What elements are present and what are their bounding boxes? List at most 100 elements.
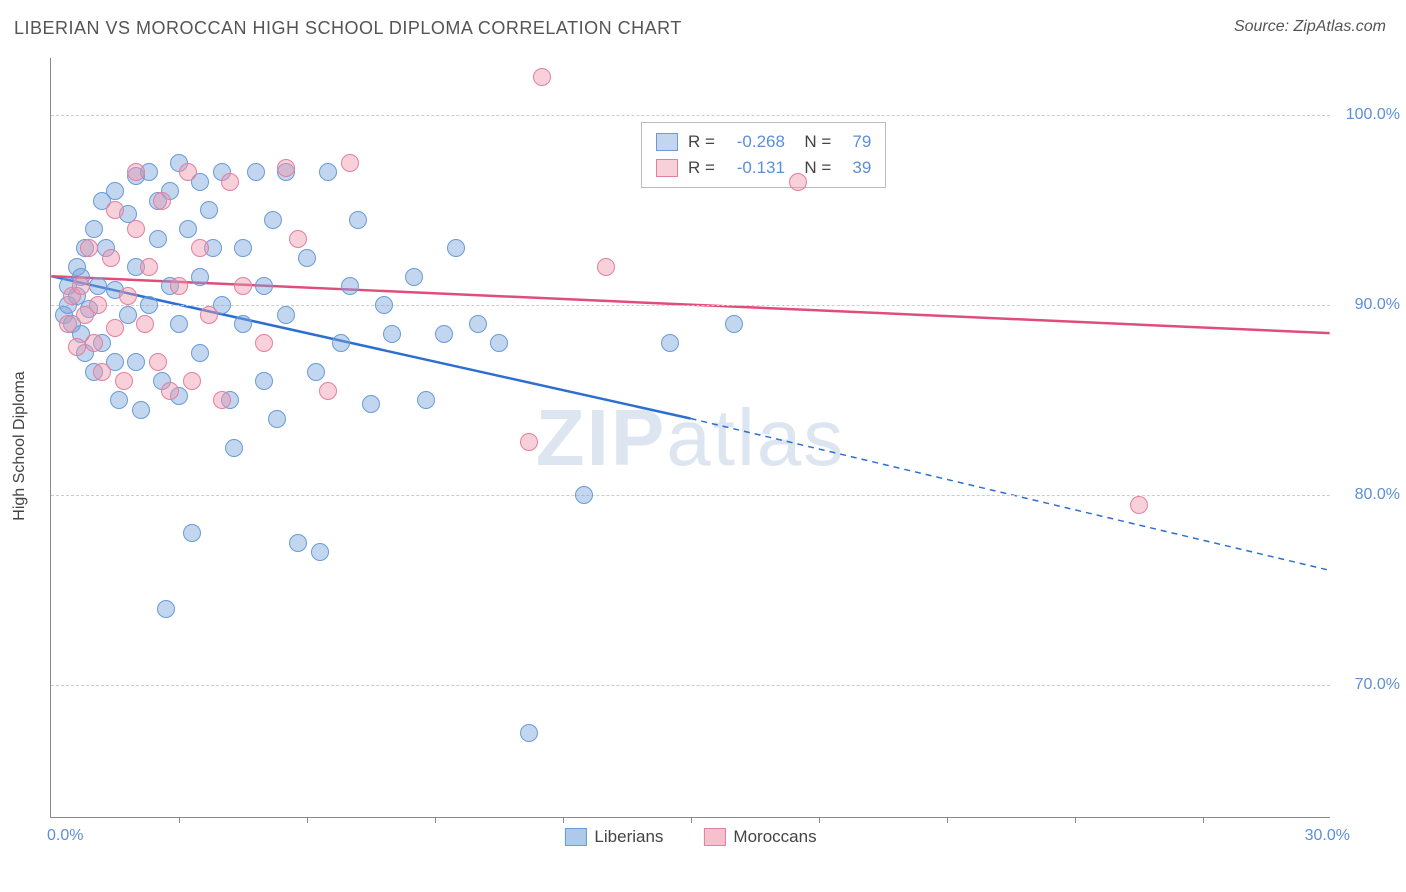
y-tick-label: 70.0% — [1355, 676, 1400, 694]
scatter-point — [247, 163, 265, 181]
correlation-legend: R = -0.268 N = 79 R = -0.131 N = 39 — [641, 122, 886, 188]
legend-label: Moroccans — [733, 827, 816, 847]
scatter-point — [375, 296, 393, 314]
y-tick-label: 80.0% — [1355, 486, 1400, 504]
scatter-point — [179, 220, 197, 238]
scatter-point — [264, 211, 282, 229]
scatter-point — [200, 201, 218, 219]
x-tick-mark — [819, 817, 820, 823]
x-tick-min: 0.0% — [47, 827, 83, 845]
x-tick-mark — [1075, 817, 1076, 823]
scatter-point — [1130, 496, 1148, 514]
r-label: R = — [688, 132, 715, 152]
x-tick-mark — [691, 817, 692, 823]
scatter-point — [183, 524, 201, 542]
scatter-point — [179, 163, 197, 181]
scatter-point — [383, 325, 401, 343]
gridline — [51, 305, 1330, 306]
legend-row-liberians: R = -0.268 N = 79 — [656, 129, 871, 155]
scatter-point — [341, 277, 359, 295]
n-value-liberians: 79 — [841, 132, 871, 152]
plot-area: ZIPatlas R = -0.268 N = 79 R = -0.131 N … — [50, 58, 1330, 818]
scatter-point — [255, 277, 273, 295]
x-tick-mark — [1203, 817, 1204, 823]
scatter-point — [307, 363, 325, 381]
scatter-point — [80, 239, 98, 257]
scatter-point — [127, 353, 145, 371]
scatter-point — [225, 439, 243, 457]
scatter-point — [106, 319, 124, 337]
scatter-point — [93, 363, 111, 381]
x-tick-mark — [307, 817, 308, 823]
chart-title: LIBERIAN VS MOROCCAN HIGH SCHOOL DIPLOMA… — [14, 18, 682, 39]
n-value-moroccans: 39 — [841, 158, 871, 178]
scatter-point — [85, 334, 103, 352]
scatter-point — [140, 296, 158, 314]
swatch-moroccans — [703, 828, 725, 846]
gridline — [51, 685, 1330, 686]
scatter-point — [520, 433, 538, 451]
y-axis-label: High School Diploma — [11, 371, 29, 520]
scatter-point — [362, 395, 380, 413]
scatter-point — [85, 220, 103, 238]
scatter-point — [234, 315, 252, 333]
scatter-point — [157, 600, 175, 618]
scatter-point — [289, 534, 307, 552]
scatter-point — [127, 163, 145, 181]
scatter-point — [469, 315, 487, 333]
scatter-point — [435, 325, 453, 343]
scatter-point — [59, 315, 77, 333]
scatter-point — [170, 315, 188, 333]
x-tick-mark — [947, 817, 948, 823]
scatter-point — [234, 239, 252, 257]
scatter-point — [136, 315, 154, 333]
scatter-point — [132, 401, 150, 419]
scatter-point — [405, 268, 423, 286]
scatter-point — [520, 724, 538, 742]
scatter-point — [106, 182, 124, 200]
scatter-point — [533, 68, 551, 86]
scatter-point — [319, 163, 337, 181]
scatter-point — [277, 159, 295, 177]
scatter-point — [200, 306, 218, 324]
source-label: Source: ZipAtlas.com — [1234, 18, 1386, 36]
r-label: R = — [688, 158, 715, 178]
scatter-point — [268, 410, 286, 428]
scatter-point — [575, 486, 593, 504]
scatter-point — [191, 239, 209, 257]
scatter-point — [661, 334, 679, 352]
scatter-point — [319, 382, 337, 400]
scatter-point — [149, 230, 167, 248]
scatter-point — [332, 334, 350, 352]
gridline — [51, 115, 1330, 116]
scatter-point — [115, 372, 133, 390]
legend-item-liberians: Liberians — [564, 827, 663, 847]
scatter-point — [447, 239, 465, 257]
swatch-moroccans — [656, 159, 678, 177]
scatter-point — [127, 220, 145, 238]
scatter-point — [490, 334, 508, 352]
scatter-point — [597, 258, 615, 276]
scatter-point — [234, 277, 252, 295]
scatter-point — [298, 249, 316, 267]
scatter-point — [349, 211, 367, 229]
x-tick-mark — [179, 817, 180, 823]
scatter-point — [311, 543, 329, 561]
scatter-point — [183, 372, 201, 390]
scatter-point — [213, 391, 231, 409]
scatter-point — [170, 277, 188, 295]
scatter-point — [119, 287, 137, 305]
r-value-moroccans: -0.131 — [725, 158, 785, 178]
scatter-point — [161, 382, 179, 400]
scatter-point — [191, 268, 209, 286]
x-tick-max: 30.0% — [1305, 827, 1350, 845]
scatter-point — [140, 258, 158, 276]
legend-row-moroccans: R = -0.131 N = 39 — [656, 155, 871, 181]
bottom-legend: Liberians Moroccans — [564, 827, 816, 847]
legend-label: Liberians — [594, 827, 663, 847]
watermark-light: atlas — [666, 393, 845, 482]
scatter-point — [106, 201, 124, 219]
scatter-point — [72, 277, 90, 295]
scatter-point — [89, 296, 107, 314]
x-tick-mark — [435, 817, 436, 823]
